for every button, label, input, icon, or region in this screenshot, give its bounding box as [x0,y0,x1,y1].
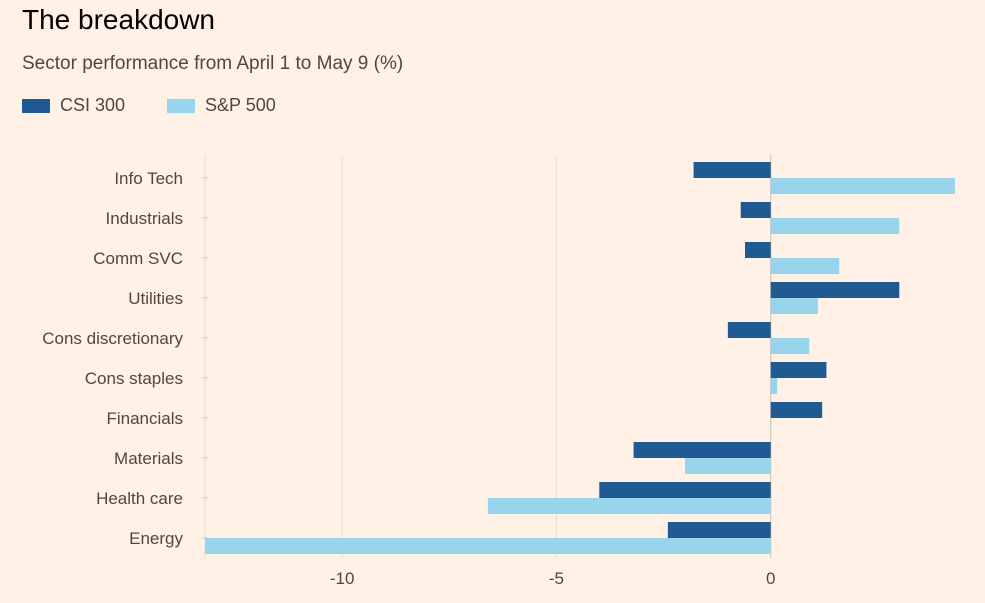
bar-csi300-9 [667,522,771,538]
bar-layer [205,162,955,554]
chart-subtitle: Sector performance from April 1 to May 9… [22,53,404,74]
bar-sp500-3 [770,298,818,314]
category-label-5: Cons staples [85,369,183,388]
category-label-8: Health care [96,489,183,508]
legend-swatch-csi300 [22,98,50,113]
bar-sp500-4 [770,338,810,354]
category-label-1: Industrials [106,209,183,228]
bar-csi300-6 [770,402,823,418]
bar-sp500-1 [770,218,900,234]
category-label-2: Comm SVC [93,249,183,268]
bar-csi300-0 [693,162,771,178]
bar-sp500-8 [487,498,771,514]
legend-label-csi300: CSI 300 [60,95,126,115]
bar-csi300-1 [740,202,771,218]
category-label-9: Energy [129,529,183,548]
bar-sp500-9 [205,538,771,554]
legend-item-sp500: S&P 500 [167,95,276,116]
bar-csi300-3 [770,282,900,298]
bar-csi300-5 [770,362,827,378]
bar-sp500-7 [685,458,771,474]
chart-title: The breakdown [22,4,216,35]
bar-csi300-8 [599,482,771,498]
legend: CSI 300 S&P 500 [22,95,318,116]
bar-csi300-4 [727,322,771,338]
legend-label-sp500: S&P 500 [205,95,276,115]
category-label-0: Info Tech [114,169,183,188]
label-layer: -10 -5 0 Info Tech Industrials Comm SVC Utilit… [42,169,775,588]
category-label-6: Financials [106,409,183,428]
bar-sp500-0 [770,178,955,194]
x-tick-label-1: -5 [549,569,564,588]
bar-sp500-5 [770,378,778,394]
category-label-4: Cons discretionary [42,329,183,348]
category-label-3: Utilities [128,289,183,308]
x-tick-label-0: -10 [330,569,355,588]
bar-sp500-2 [770,258,840,274]
x-tick-label-2: 0 [766,569,775,588]
legend-swatch-sp500 [167,98,196,113]
bar-csi300-2 [745,242,771,258]
category-label-7: Materials [114,449,183,468]
bar-csi300-7 [633,442,771,458]
legend-item-csi300: CSI 300 [22,95,125,116]
